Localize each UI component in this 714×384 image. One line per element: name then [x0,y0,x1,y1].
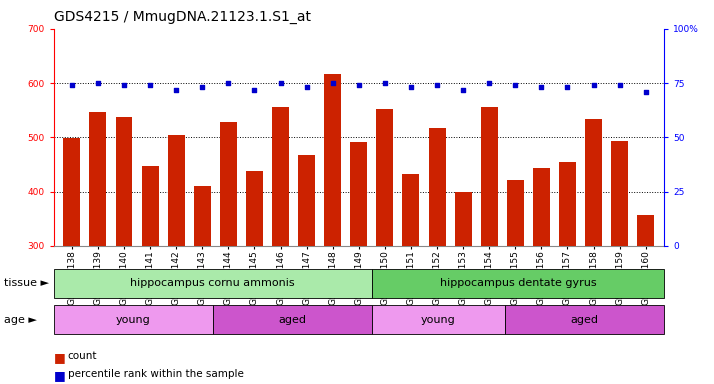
Text: young: young [421,314,456,325]
Text: GDS4215 / MmugDNA.21123.1.S1_at: GDS4215 / MmugDNA.21123.1.S1_at [54,10,311,23]
Bar [559,162,576,246]
Point [510,82,521,88]
Bar [141,166,159,246]
Text: young: young [116,314,151,325]
Bar [89,112,106,246]
Bar [505,305,664,334]
Bar [272,108,289,246]
Bar [193,185,211,246]
Bar [533,168,550,246]
Bar [638,215,654,246]
Point [379,80,391,86]
Point [119,82,130,88]
Text: tissue ►: tissue ► [4,278,49,288]
Bar [213,305,372,334]
Bar [168,135,185,246]
Point [327,80,338,86]
Bar [54,305,213,334]
Bar [455,192,472,246]
Text: hippocampus dentate gyrus: hippocampus dentate gyrus [440,278,596,288]
Point [92,80,104,86]
Bar [298,155,315,246]
Bar [220,122,237,246]
Text: ■: ■ [54,369,65,382]
Text: aged: aged [278,314,306,325]
Text: aged: aged [570,314,598,325]
Text: hippocampus cornu ammonis: hippocampus cornu ammonis [131,278,295,288]
Bar [507,180,524,246]
Point [301,84,312,91]
Point [171,86,182,93]
Point [562,84,573,91]
Point [614,82,625,88]
Text: percentile rank within the sample: percentile rank within the sample [68,369,243,379]
Bar [324,74,341,246]
Bar [428,128,446,246]
Point [144,82,156,88]
Bar [64,138,80,246]
Bar [351,142,367,246]
Point [483,80,495,86]
Point [431,82,443,88]
Text: ■: ■ [54,351,65,364]
Bar [372,305,505,334]
Point [458,86,469,93]
Bar [116,117,133,246]
Point [196,84,208,91]
Point [275,80,286,86]
Point [223,80,234,86]
Point [406,84,417,91]
Bar [481,108,498,246]
Bar [376,109,393,246]
Bar [611,141,628,246]
Text: count: count [68,351,97,361]
Point [353,82,365,88]
Bar [246,171,263,246]
Point [640,89,651,95]
Text: age ►: age ► [4,314,36,325]
Point [248,86,260,93]
Bar [403,174,419,246]
Point [588,82,599,88]
Bar [372,269,664,298]
Point [536,84,547,91]
Bar [585,119,602,246]
Point [66,82,78,88]
Bar [54,269,372,298]
